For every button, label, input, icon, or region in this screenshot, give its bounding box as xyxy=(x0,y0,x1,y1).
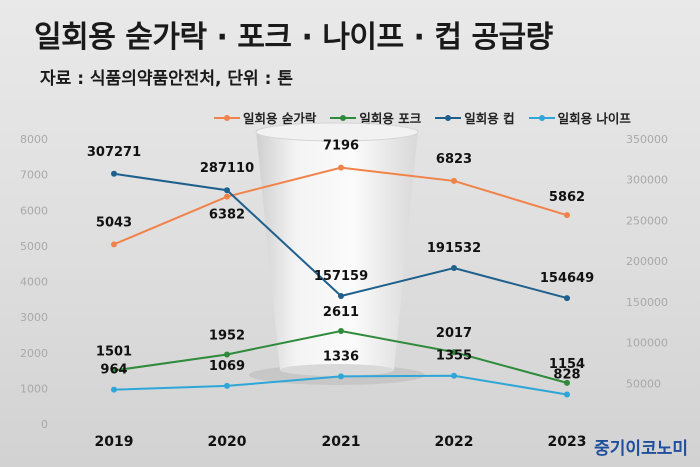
data-label: 2017 xyxy=(436,326,472,341)
data-point xyxy=(564,212,570,219)
x-axis: 2019 2020 2021 2022 2023 xyxy=(95,434,587,450)
legend-label-knife: 일회용 나이프 xyxy=(557,111,631,126)
left-tick-label: 0 xyxy=(41,418,48,431)
watermark-logo: 중기이코노미 xyxy=(594,439,688,459)
data-label: 6823 xyxy=(436,152,472,167)
data-label: 2611 xyxy=(323,305,359,320)
data-point xyxy=(111,367,117,374)
data-label: 154649 xyxy=(540,271,594,286)
series-layer: 5043 6382 7196 6823 5862 1501 1952 2611 2017 1154… xyxy=(87,139,594,398)
legend-label-cup: 일회용 컵 xyxy=(464,111,515,126)
legend-item-fork: 일회용 포크 xyxy=(330,108,421,127)
data-point xyxy=(451,177,457,184)
left-tick-label: 7000 xyxy=(20,169,48,182)
legend-label-fork: 일회용 포크 xyxy=(359,111,422,126)
data-label: 7196 xyxy=(323,139,359,154)
left-axis: 0 1000 2000 3000 4000 5000 6000 7000 8000 xyxy=(20,133,48,431)
data-label: 1069 xyxy=(209,359,245,374)
data-point xyxy=(564,295,570,302)
right-tick-label: 150000 xyxy=(626,296,668,309)
legend-item-cup: 일회용 컵 xyxy=(435,108,515,127)
data-point xyxy=(338,373,344,380)
left-tick-label: 6000 xyxy=(20,204,48,217)
data-point xyxy=(111,241,117,248)
legend-swatch-cup xyxy=(435,113,462,123)
data-label: 157159 xyxy=(314,269,368,284)
data-point xyxy=(224,382,230,389)
x-tick-label: 2022 xyxy=(435,434,474,450)
right-tick-label: 200000 xyxy=(626,255,668,268)
left-tick-label: 4000 xyxy=(20,276,48,289)
right-tick-label: 250000 xyxy=(626,214,668,227)
paper-cup-illustration xyxy=(249,122,425,385)
data-label: 287110 xyxy=(200,161,254,176)
legend-swatch-spoon xyxy=(214,113,240,123)
data-point xyxy=(451,349,457,356)
chart-title: 일회용 숟가락 · 포크 · 나이프 · 컵 공급량 xyxy=(34,20,553,55)
data-label: 5043 xyxy=(96,215,132,230)
left-tick-label: 2000 xyxy=(20,347,48,360)
data-point xyxy=(111,170,117,177)
data-point xyxy=(564,379,570,386)
data-label: 1336 xyxy=(323,349,359,364)
data-label: 5862 xyxy=(549,190,585,205)
data-point xyxy=(224,193,230,200)
data-label: 1154 xyxy=(549,357,585,372)
data-label: 6382 xyxy=(209,208,245,223)
legend: 일회용 숟가락 일회용 포크 일회용 컵 일회용 나이프 xyxy=(214,108,631,127)
right-axis: 50000 100000 150000 200000 250000 300000 35000… xyxy=(626,133,668,390)
left-tick-label: 1000 xyxy=(20,382,48,395)
right-tick-label: 50000 xyxy=(626,377,661,390)
data-label: 1501 xyxy=(96,345,132,360)
data-point xyxy=(338,327,344,334)
data-point xyxy=(224,351,230,358)
data-point xyxy=(451,372,457,379)
left-tick-label: 3000 xyxy=(20,311,48,324)
x-tick-label: 2023 xyxy=(548,434,587,450)
data-point xyxy=(564,391,570,398)
left-tick-label: 8000 xyxy=(20,133,48,146)
data-label: 1355 xyxy=(436,349,472,364)
x-tick-label: 2021 xyxy=(322,434,361,450)
right-tick-label: 350000 xyxy=(626,133,668,146)
data-point xyxy=(111,386,117,393)
x-tick-label: 2019 xyxy=(95,434,134,450)
legend-label-spoon: 일회용 숟가락 xyxy=(243,111,317,126)
right-tick-label: 300000 xyxy=(626,174,668,187)
data-label: 1952 xyxy=(209,328,245,343)
legend-item-spoon: 일회용 숟가락 xyxy=(214,108,316,127)
left-tick-label: 5000 xyxy=(20,240,48,253)
source-note: 자료 : 식품의약품안전처, 단위 : 톤 xyxy=(40,69,293,89)
data-point xyxy=(224,187,230,194)
x-tick-label: 2020 xyxy=(208,434,247,450)
data-label: 828 xyxy=(553,368,580,383)
legend-swatch-knife xyxy=(528,113,555,123)
data-point xyxy=(451,265,457,272)
data-label: 191532 xyxy=(427,241,481,256)
data-label: 964 xyxy=(100,363,127,378)
legend-item-knife: 일회용 나이프 xyxy=(528,108,631,127)
legend-swatch-fork xyxy=(330,113,357,123)
data-point xyxy=(338,164,344,171)
data-label: 307271 xyxy=(87,145,141,160)
data-point xyxy=(338,293,344,300)
right-tick-label: 100000 xyxy=(626,337,668,350)
